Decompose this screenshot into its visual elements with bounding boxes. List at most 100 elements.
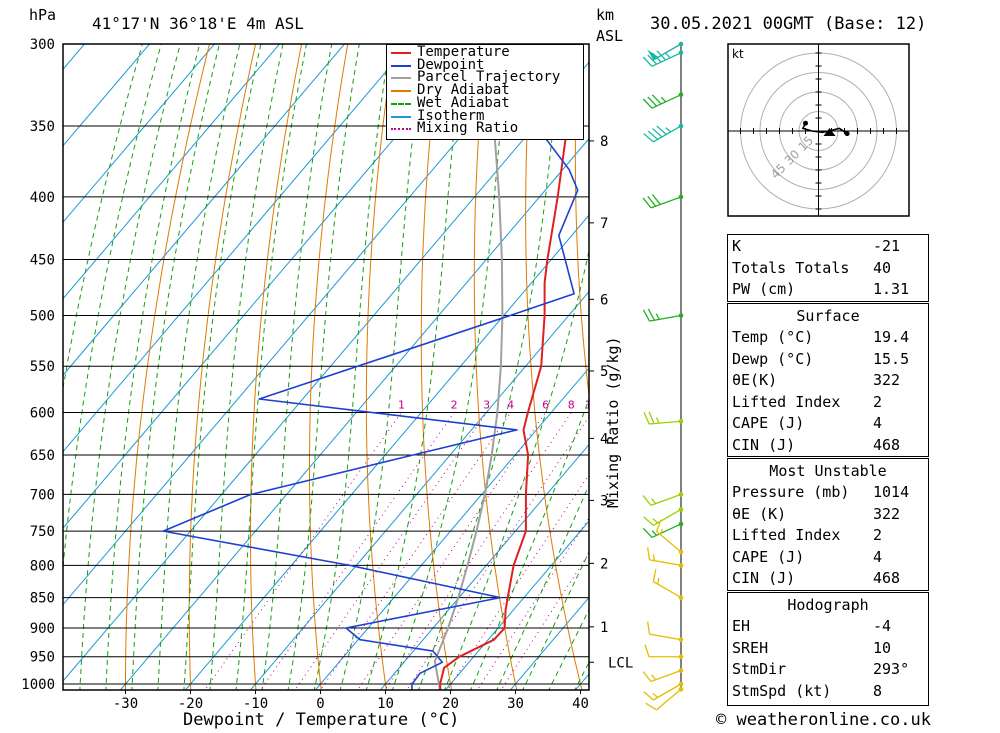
indices-panel: K -21 Totals Totals 40 PW (cm) 1.31 — [727, 234, 929, 302]
barb-flag — [652, 569, 657, 582]
barb-flag — [647, 54, 658, 65]
barb-flag — [656, 50, 667, 61]
most-unstable-label: θE (K) — [732, 504, 787, 523]
x-tick-label: -10 — [243, 696, 268, 712]
legend-item: Temperature — [391, 44, 579, 60]
wind-barb — [645, 686, 684, 711]
legend-label: Wet Adiabat — [417, 94, 510, 111]
most-unstable-label: Lifted Index — [732, 526, 841, 544]
legend-swatch — [391, 52, 411, 54]
index-label: Totals Totals — [732, 258, 850, 277]
legend-swatch — [391, 90, 411, 93]
barb-flag — [655, 519, 662, 532]
barb-flag — [642, 98, 653, 109]
barb-half-flag — [655, 313, 660, 320]
wet-adiabat-line — [548, 608, 589, 690]
wind-barb — [652, 569, 684, 600]
wind-barbs — [642, 41, 684, 711]
barb-flag — [647, 308, 655, 321]
pressure-tick-label: 900 — [30, 621, 55, 637]
dry-adiabat-line — [420, 44, 453, 690]
hodograph-param-label: StmSpd (kt) — [732, 681, 832, 700]
barb-dot — [678, 681, 684, 687]
mixing-ratio-label: 10 — [585, 398, 599, 411]
wind-barb — [642, 50, 684, 67]
most-unstable-panel: Most Unstable Pressure (mb) 1014 θE (K) 322… — [727, 458, 929, 591]
barb-dot — [678, 194, 684, 200]
surface-label: Lifted Index — [732, 392, 841, 411]
barb-dot — [678, 492, 684, 497]
temperature-line — [439, 44, 583, 690]
plot-frame — [62, 43, 590, 691]
copyright-label: © weatheronline.co.uk — [716, 710, 931, 730]
dewpoint-line — [162, 44, 579, 690]
mixing-ratio-label: 8 — [568, 398, 575, 411]
wind-barb — [643, 507, 684, 526]
mixing-ratio-line — [476, 517, 589, 690]
wind-barb — [642, 194, 684, 209]
barb-flag — [642, 671, 652, 682]
most-unstable-label: CIN (J) — [732, 569, 796, 587]
barb-dot — [678, 686, 684, 692]
dry-adiabat-line — [624, 26, 714, 692]
legend-label: Temperature — [417, 44, 510, 60]
pressure-tick-label: 450 — [30, 253, 55, 269]
wind-barb — [647, 41, 684, 61]
isotherm-line — [63, 44, 151, 147]
barb-flag — [646, 547, 651, 560]
wind-barb — [642, 492, 684, 506]
mixing-ratio-label: 2 — [451, 398, 458, 411]
legend-item: Isotherm — [391, 109, 579, 123]
barb-flag — [642, 495, 652, 506]
wind-barb — [643, 681, 684, 701]
plot-border — [62, 43, 590, 691]
mixing-ratio-label: 25 — [673, 398, 687, 411]
hodograph-param-label: StmDir — [732, 660, 787, 678]
mixing-ratio-line — [204, 412, 402, 690]
pressure-tick-label: 600 — [30, 405, 55, 421]
surface-label: CAPE (J) — [732, 414, 805, 432]
barb-half-flag — [652, 692, 659, 698]
barb-flag — [643, 691, 654, 701]
mixing-ratio-line — [259, 412, 455, 690]
barb-dot — [678, 563, 684, 568]
barb-dot — [678, 521, 684, 527]
barb-dot — [678, 418, 684, 424]
hodograph-param-row: SREH 10 — [732, 639, 924, 661]
barb-flag — [645, 702, 657, 711]
background-lines: 1 2 3 4 6 8 10 15 20 25 — [63, 26, 714, 692]
wind-barb — [644, 644, 684, 660]
legend-swatch — [391, 64, 411, 67]
barb-staff — [649, 314, 682, 322]
wet-adiabat-line — [522, 550, 589, 690]
x-tick-label: 30 — [507, 696, 524, 712]
dry-adiabat-line — [309, 44, 349, 690]
barb-dot — [678, 313, 684, 318]
barb-half-flag — [652, 518, 659, 524]
mixing-ratio-line — [446, 473, 589, 690]
pressure-tick-label: 300 — [30, 37, 55, 53]
surface-row: CIN (J) 468 — [732, 436, 924, 458]
mixing-ratio-line — [356, 412, 547, 690]
axis-ticks: 3003504004505005506006507007508008509009… — [21, 37, 633, 712]
barb-flag — [646, 621, 651, 635]
barb-dot — [678, 50, 684, 56]
most-unstable-label: CAPE (J) — [732, 547, 805, 566]
pressure-tick-label: 1000 — [21, 677, 55, 693]
wet-adiabat-line — [470, 397, 589, 690]
barb-flag — [643, 412, 650, 425]
barb-half-flag — [656, 577, 660, 585]
km-tick-label: 5 — [600, 364, 608, 380]
surface-row: Lifted Index 2 — [732, 393, 924, 415]
km-tick-label: 2 — [600, 556, 608, 572]
pressure-tick-label: 500 — [30, 309, 55, 325]
barb-staff — [651, 52, 682, 67]
pressure-tick-label: 550 — [30, 359, 55, 375]
km-tick-label: 8 — [600, 134, 608, 150]
dry-adiabat-line — [574, 44, 589, 400]
hodograph-end-dot — [844, 131, 850, 137]
wet-adiabat-line — [417, 44, 562, 690]
mixing-ratio-label: 3 — [483, 398, 490, 411]
x-tick-label: 20 — [442, 696, 459, 712]
